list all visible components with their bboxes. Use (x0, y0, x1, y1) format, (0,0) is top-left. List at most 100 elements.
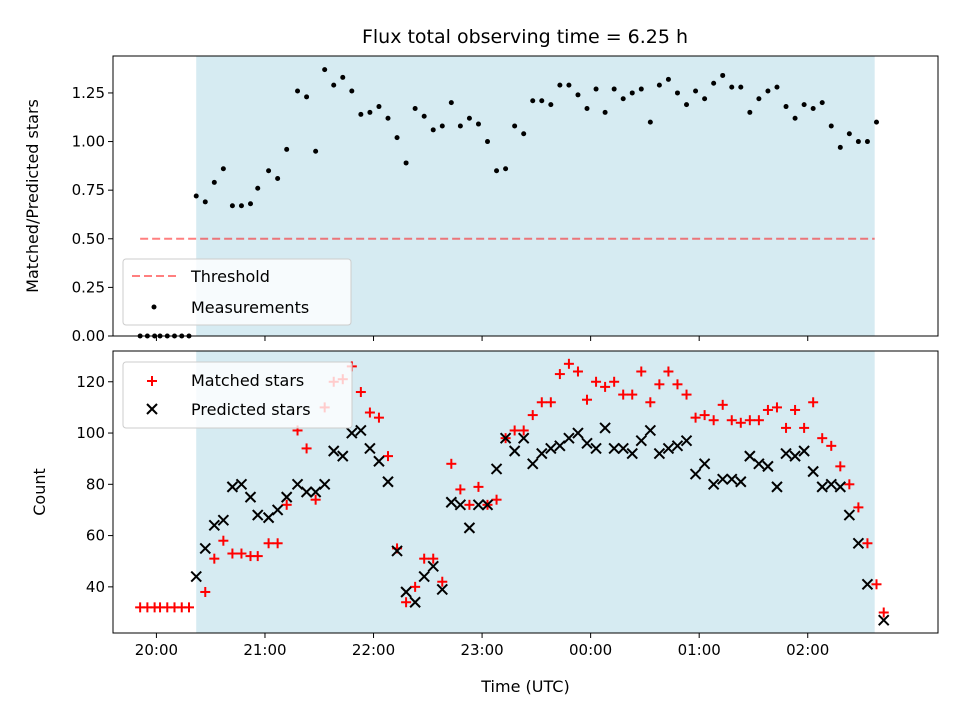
predicted-star-point (572, 427, 584, 439)
measurement-point (584, 106, 590, 111)
measurement-point (421, 113, 427, 119)
matched-star-point (878, 607, 889, 618)
predicted-star-point (653, 447, 666, 460)
matched-star-point (699, 410, 710, 421)
measurement-point (702, 96, 708, 102)
matched-star-point (464, 499, 475, 510)
measurement-point (548, 102, 554, 108)
measurement-point (575, 92, 581, 98)
measurement-point (765, 88, 771, 94)
matched-star-point (835, 461, 846, 472)
measurement-point (855, 139, 861, 145)
predicted-star-point (409, 596, 421, 608)
measurement-point (693, 88, 699, 94)
measurement-point (412, 106, 418, 111)
predicted-star-point (472, 499, 485, 511)
predicted-legend-marker (146, 403, 158, 415)
top-y-tick-label: 1.00 (72, 133, 105, 151)
measurement-point (593, 86, 599, 92)
matched-star-point (771, 402, 782, 413)
matched-star-point (536, 397, 547, 408)
measurement-point (783, 104, 789, 110)
predicted-star-point (244, 491, 257, 503)
measurement-point (275, 176, 281, 181)
top-y-axis-label: Matched/Predicted stars (23, 99, 42, 293)
measurement-point (828, 123, 834, 129)
measurements-legend-label: Measurements (191, 298, 309, 317)
predicted-star-point (309, 486, 322, 498)
predicted-star-point (436, 583, 448, 596)
matched-star-point (627, 389, 638, 400)
measurement-point (331, 82, 337, 88)
measurement-point (792, 115, 798, 121)
measurement-point (611, 86, 617, 92)
predicted-star-point (735, 476, 747, 488)
measurement-point (756, 96, 762, 102)
top-y-tick-label: 0.00 (72, 327, 105, 345)
matched-star-point (735, 417, 746, 428)
measurement-point (385, 115, 391, 121)
matched-star-point (401, 597, 412, 608)
matched-star-point (252, 551, 263, 562)
top-legend: Threshold Measurements (122, 258, 352, 326)
bottom-y-tick-label: 120 (76, 373, 105, 391)
predicted-star-point (789, 450, 801, 462)
matched-star-point (263, 538, 274, 549)
measurement-point (729, 84, 735, 90)
predicted-star-point (825, 478, 837, 491)
predicted-star-point (318, 478, 331, 491)
bottom-y-tick-label: 100 (76, 424, 105, 442)
bottom-x-tick-label: 01:00 (678, 641, 721, 659)
measurement-point (349, 88, 355, 94)
measurements-legend-swatch (151, 304, 157, 310)
measurement-point (494, 168, 500, 174)
predicted-star-point (226, 481, 239, 493)
matched-star-point (681, 389, 692, 400)
predicted-star-point (190, 570, 202, 583)
matched-star-point (762, 404, 773, 415)
matched-star-point (364, 407, 375, 418)
measurement-point (439, 123, 445, 129)
predicted-star-point (608, 442, 620, 455)
predicted-star-point (834, 481, 847, 493)
predicted-star-point (852, 537, 865, 549)
measurement-point (684, 102, 690, 108)
matched-star-point (183, 602, 194, 613)
predicted-legend-swatch (146, 403, 158, 415)
matched-star-point (281, 499, 292, 510)
measurement-point (638, 86, 644, 92)
predicted-legend-label: Predicted stars (191, 400, 311, 419)
measurement-point (801, 102, 807, 108)
predicted-star-point (698, 458, 711, 470)
measurement-point (248, 201, 253, 207)
matched-star-point (373, 412, 384, 423)
predicted-star-point (680, 435, 693, 447)
predicted-star-point (262, 511, 275, 524)
predicted-star-point (545, 442, 557, 455)
predicted-star-point (346, 427, 358, 439)
matched-star-point (636, 366, 647, 377)
predicted-star-point (199, 542, 211, 555)
predicted-star-point (726, 473, 738, 485)
bottom-y-tick-label: 80 (86, 475, 105, 493)
top-y-tick-label: 1.25 (72, 84, 105, 102)
measurement-point (747, 109, 753, 115)
matched-star-point (491, 494, 502, 505)
measurement-point (457, 123, 463, 129)
matched-star-point (799, 422, 810, 433)
measurement-point (220, 166, 226, 172)
predicted-star-point (753, 458, 765, 470)
measurement-point (539, 98, 545, 104)
measurement-point (295, 88, 301, 94)
measurement-point (512, 123, 518, 129)
top-y-tick-label: 0.75 (72, 181, 105, 199)
matched-star-point (600, 381, 611, 392)
matched-star-point (410, 581, 421, 592)
matched-star-point (862, 538, 873, 549)
predicted-star-point (762, 460, 774, 473)
measurement-point (566, 82, 572, 88)
predicted-star-point (291, 478, 304, 491)
bottom-x-tick-label: 21:00 (243, 641, 286, 659)
measurement-point (358, 111, 364, 117)
